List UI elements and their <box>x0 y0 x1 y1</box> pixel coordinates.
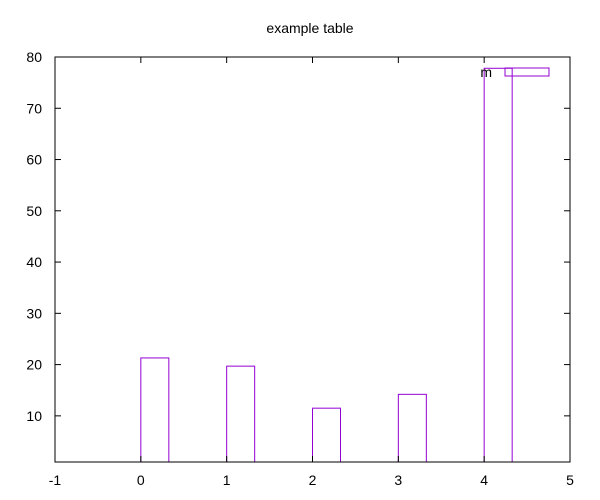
x-tick-label-1: 0 <box>137 472 145 488</box>
x-tick-label-3: 2 <box>309 472 317 488</box>
y-tick-label-1: 20 <box>26 357 42 373</box>
legend-label: m <box>480 64 492 80</box>
y-tick-label-2: 30 <box>26 305 42 321</box>
y-tick-label-6: 70 <box>26 100 42 116</box>
plot-marks <box>140 67 513 463</box>
y-tick-label-0: 10 <box>26 408 42 424</box>
bar-1 <box>226 365 256 463</box>
x-tick-label-4: 3 <box>394 472 402 488</box>
x-tick-label-0: -1 <box>49 472 62 488</box>
y-tick-label-5: 60 <box>26 152 42 168</box>
bar-4 <box>483 67 513 463</box>
bar-2 <box>312 407 341 463</box>
bar-3 <box>397 393 427 463</box>
y-tick-label-3: 40 <box>26 254 42 270</box>
x-tick-label-6: 5 <box>566 472 574 488</box>
x-tick-label-2: 1 <box>223 472 231 488</box>
bar-0 <box>140 357 170 463</box>
x-tick-label-5: 4 <box>480 472 488 488</box>
legend-swatch <box>504 67 550 77</box>
chart-title: example table <box>266 20 353 36</box>
legend: m <box>480 64 550 80</box>
y-tick-label-7: 80 <box>26 49 42 65</box>
axes: 10 20 30 40 50 60 70 80 -1 0 1 2 3 4 5 <box>26 49 574 488</box>
y-tick-label-4: 50 <box>26 203 42 219</box>
plot-frame <box>54 56 571 463</box>
